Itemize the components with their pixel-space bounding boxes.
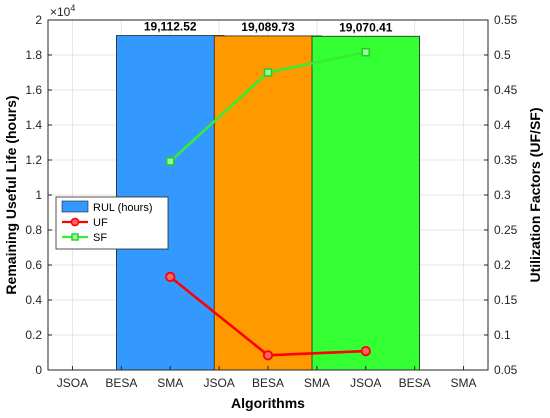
x-tick-label: SMA bbox=[304, 376, 330, 390]
x-axis-label: Algorithms bbox=[231, 395, 305, 411]
x-tick-label: BESA bbox=[399, 376, 431, 390]
legend-label-uf: UF bbox=[93, 217, 108, 229]
bar-1 bbox=[213, 35, 323, 371]
y-axis-right-label: Utilization Factors (UF/SF) bbox=[527, 108, 543, 283]
y-tick-right: 0.1 bbox=[494, 328, 511, 342]
bar-2 bbox=[311, 35, 420, 371]
y-tick-left: 0.2 bbox=[25, 328, 42, 342]
y-tick-left: 1.6 bbox=[25, 83, 42, 97]
sf-point-2 bbox=[361, 47, 371, 57]
y-axis-left-label: Remaining Useful Life (hours) bbox=[3, 95, 19, 294]
uf-point-0 bbox=[165, 271, 176, 282]
legend-label-sf: SF bbox=[93, 232, 107, 244]
x-tick-label: SMA bbox=[157, 376, 183, 390]
bar-value-label: 19,070.41 bbox=[339, 20, 393, 34]
y-tick-right: 0.35 bbox=[494, 153, 518, 167]
uf-point-2 bbox=[360, 345, 371, 357]
legend-swatch-rul bbox=[61, 200, 89, 213]
y-tick-right: 0.4 bbox=[494, 118, 511, 132]
y-tick-right: 0.5 bbox=[494, 48, 511, 62]
x-tick-label: JSOA bbox=[350, 376, 381, 390]
legend: RUL (hours) UF SF bbox=[55, 196, 169, 250]
y-multiplier: ×104 bbox=[50, 3, 75, 19]
y-tick-left: 0.4 bbox=[25, 293, 42, 307]
ticks: 0 0.2 0.4 0.6 0.8 1 1.2 1.4 1.6 1.8 2 0.05 0.1 0.15 0.… bbox=[25, 13, 517, 390]
y-tick-right: 0.3 bbox=[494, 188, 511, 202]
y-tick-right: 0.45 bbox=[494, 83, 518, 97]
y-tick-right: 0.55 bbox=[494, 13, 518, 27]
x-tick-label: JSOA bbox=[57, 376, 88, 390]
sf-point-1 bbox=[263, 68, 273, 77]
y-tick-left: 0.6 bbox=[25, 258, 42, 272]
legend-marker-sf bbox=[71, 233, 79, 241]
sf-point-0 bbox=[165, 157, 175, 166]
y-tick-left: 2 bbox=[35, 13, 42, 27]
y-tick-left: 1 bbox=[35, 188, 42, 202]
y-tick-left: 1.8 bbox=[25, 48, 42, 62]
y-tick-left: 0.8 bbox=[25, 223, 42, 237]
bar-value-label: 19,112.52 bbox=[144, 20, 197, 34]
x-tick-label: BESA bbox=[252, 376, 284, 390]
x-tick-label: SMA bbox=[451, 376, 477, 390]
y-tick-right: 0.25 bbox=[494, 223, 518, 237]
x-tick-label: BESA bbox=[105, 376, 137, 390]
uf-point-1 bbox=[262, 350, 274, 361]
legend-label-rul: RUL (hours) bbox=[93, 202, 153, 214]
y-tick-left: 1.4 bbox=[25, 118, 42, 132]
data-labels: 19,112.52 19,089.73 19,070.41 bbox=[144, 20, 393, 35]
legend-marker-uf bbox=[70, 217, 80, 227]
bar-value-label: 19,089.73 bbox=[241, 20, 295, 34]
line-series bbox=[165, 47, 371, 361]
bar-0 bbox=[116, 35, 225, 371]
y-tick-right: 0.05 bbox=[494, 363, 518, 377]
y-tick-left: 1.2 bbox=[25, 153, 42, 167]
bar-series bbox=[116, 35, 420, 371]
x-tick-label: JSOA bbox=[203, 376, 234, 390]
y-tick-left: 0 bbox=[35, 363, 42, 377]
y-tick-right: 0.2 bbox=[494, 258, 511, 272]
y-tick-right: 0.15 bbox=[494, 293, 518, 307]
